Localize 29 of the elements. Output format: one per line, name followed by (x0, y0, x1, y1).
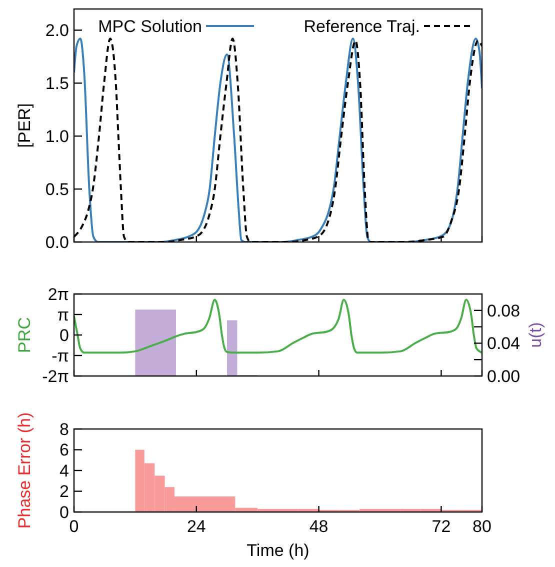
legend-label: Reference Traj. (304, 16, 420, 36)
x-axis-title: Time (h) (246, 541, 310, 560)
y-axis-title: PRC (15, 317, 34, 353)
y-tick-label: 0 (60, 502, 69, 522)
x-tick-label: 48 (309, 517, 328, 536)
x-tick-label: 24 (186, 517, 206, 536)
y-tick-label: 4 (60, 461, 69, 480)
y-tick-label: 0.0 (45, 232, 69, 252)
y2-tick-label: 0.04 (487, 334, 520, 354)
y-tick-label: 2π (48, 284, 69, 304)
legend-label: MPC Solution (98, 16, 202, 36)
y-tick-label: 1.0 (45, 127, 69, 146)
y2-tick-label: 0.00 (487, 366, 520, 386)
x-tick-label: 80 (472, 517, 492, 536)
y-tick-label: 0.5 (45, 180, 69, 199)
y-tick-label: -2π (42, 366, 69, 386)
y-tick-label: 2 (60, 482, 69, 502)
y-tick-label: 8 (60, 420, 69, 439)
y-tick-label: 0 (60, 326, 69, 345)
y2-tick-label: 0.08 (487, 301, 520, 320)
y-tick-label: -π (52, 346, 69, 366)
y-axis-title: [PER] (15, 103, 34, 148)
x-tick-label: 72 (432, 517, 451, 536)
y-tick-label: 1.5 (45, 74, 69, 94)
y-tick-label: π (57, 305, 69, 324)
y-tick-label: 2.0 (45, 21, 69, 40)
y2-axis-title: u(t) (526, 322, 545, 348)
y-tick-label: 6 (60, 440, 69, 460)
y-axis-title: Phase Error (h) (15, 412, 34, 529)
